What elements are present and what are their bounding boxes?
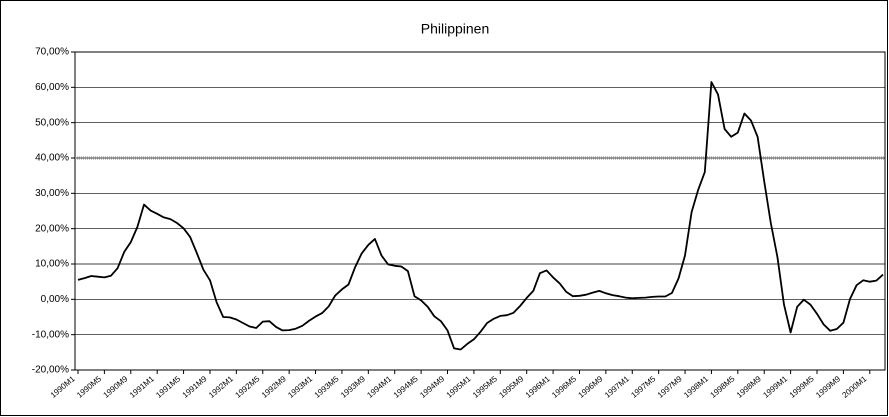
y-tick-label: 20,00%	[35, 223, 69, 234]
plot-area	[74, 51, 886, 371]
y-tick-label: 0,00%	[41, 294, 69, 305]
y-tick-label: -20,00%	[32, 365, 69, 376]
y-tick-label: 10,00%	[35, 259, 69, 270]
series-line	[77, 81, 884, 351]
y-tick-label: -10,00%	[32, 329, 69, 340]
y-tick-label: 40,00%	[35, 153, 69, 164]
y-tick-label: 60,00%	[35, 82, 69, 93]
chart-title: Philippinen	[421, 21, 490, 37]
y-tick-label: 30,00%	[35, 188, 69, 199]
y-tick-label: 50,00%	[35, 117, 69, 128]
y-tick-label: 70,00%	[35, 47, 69, 58]
